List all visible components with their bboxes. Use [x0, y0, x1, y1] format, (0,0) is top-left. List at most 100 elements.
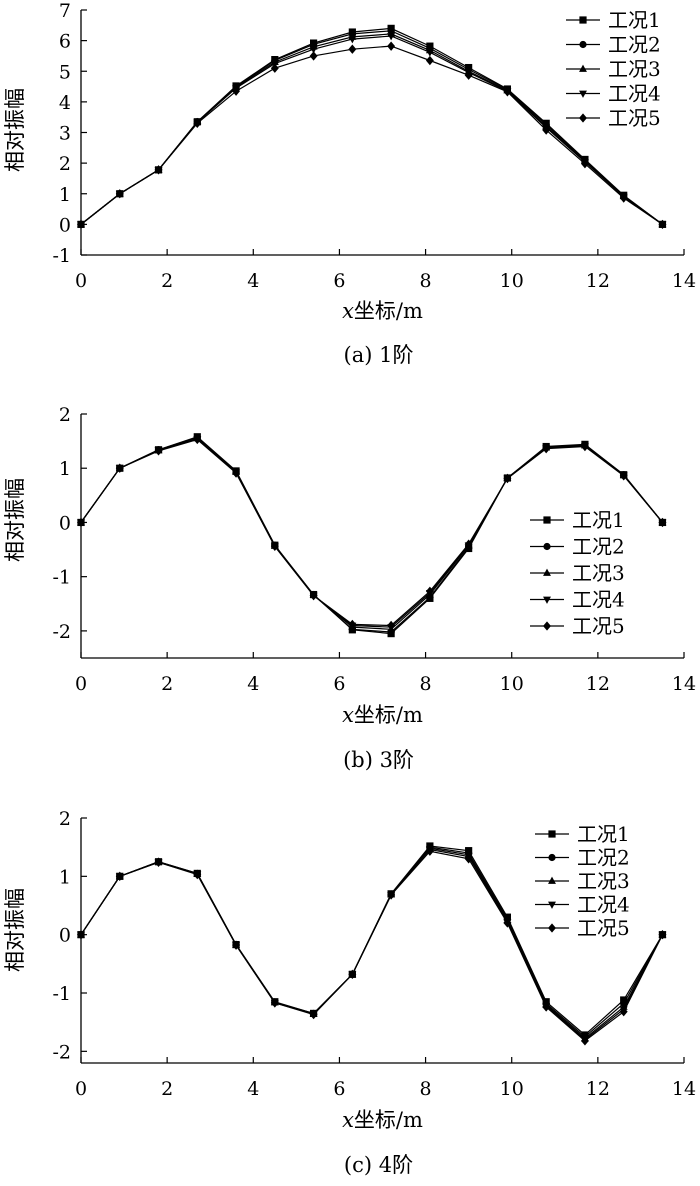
legend-entry-label: 工况5	[577, 916, 630, 940]
x-axis-label-unit: 坐标/m	[354, 703, 423, 727]
x-tick-label: 6	[333, 673, 345, 695]
x-axis-label-variable: x	[342, 1108, 354, 1132]
data-point	[619, 471, 628, 481]
data-point	[387, 620, 396, 631]
legend-marker	[543, 568, 551, 576]
legend-entry-label: 工况5	[608, 106, 661, 130]
data-point	[309, 1009, 318, 1020]
legend-entry-label: 工况2	[608, 33, 661, 57]
data-point	[348, 36, 357, 44]
x-tick-label: 6	[333, 270, 345, 292]
y-tick-label: 0	[59, 925, 71, 947]
chart-caption: (c) 4阶	[344, 1153, 413, 1177]
y-tick-label: 2	[59, 153, 71, 175]
data-point	[193, 869, 202, 880]
data-point	[619, 193, 628, 203]
data-point	[425, 49, 434, 57]
y-tick-label: -1	[52, 983, 71, 1005]
x-tick-label: 14	[672, 673, 696, 695]
y-tick-label: 2	[59, 404, 71, 426]
x-tick-label: 4	[247, 673, 259, 695]
x-tick-label: 2	[161, 270, 173, 292]
x-tick-label: 8	[420, 673, 432, 695]
series-line	[80, 35, 663, 225]
x-axis-label-unit: 坐标/m	[354, 1108, 423, 1132]
legend-entry-label: 工况5	[572, 614, 625, 638]
x-tick-label: 12	[586, 1078, 610, 1100]
x-tick-label: 0	[75, 270, 87, 292]
data-point	[425, 586, 434, 596]
data-point	[464, 70, 473, 80]
series-2	[77, 27, 667, 228]
legend-marker	[548, 876, 556, 884]
data-point	[658, 517, 667, 528]
x-axis-label-variable: x	[342, 299, 354, 323]
data-point	[658, 219, 667, 230]
data-point	[309, 46, 318, 54]
x-tick-label: 4	[247, 270, 259, 292]
data-point	[232, 86, 241, 96]
series-line	[80, 847, 664, 1040]
legend-marker	[548, 853, 556, 862]
series-5	[77, 41, 667, 230]
data-point	[348, 969, 357, 980]
legend-entry-label: 工况4	[572, 588, 625, 612]
x-axis-label-variable: x	[342, 703, 354, 727]
legend-entry-label: 工况4	[577, 893, 630, 917]
series-line	[80, 848, 664, 1041]
y-tick-label: 0	[59, 214, 71, 236]
data-point	[77, 219, 85, 230]
y-tick-label: 5	[59, 61, 71, 83]
x-tick-label: 0	[75, 1078, 87, 1100]
series-line	[80, 850, 664, 1042]
x-tick-label: 10	[500, 1078, 524, 1100]
series-3	[77, 29, 667, 228]
series-5	[77, 846, 667, 1046]
y-tick-label: 1	[59, 458, 71, 480]
data-point	[503, 87, 512, 97]
legend-marker	[548, 830, 556, 838]
data-point	[580, 159, 589, 169]
x-tick-label: 12	[586, 673, 610, 695]
data-point	[232, 468, 241, 478]
data-point	[348, 44, 357, 54]
x-axis-label: x坐标/m	[342, 703, 423, 727]
data-point	[232, 940, 241, 950]
x-axis-label-unit: 坐标/m	[354, 299, 423, 323]
data-point	[387, 890, 396, 900]
data-point	[309, 590, 318, 601]
y-tick-label: 4	[59, 92, 71, 114]
data-point	[193, 118, 202, 128]
chart-caption: (a) 1阶	[344, 343, 414, 367]
x-tick-label: 8	[420, 1078, 432, 1100]
legend-entry-label: 工况1	[577, 822, 630, 846]
legend-marker	[579, 16, 587, 24]
data-point	[542, 444, 551, 454]
legend-marker	[548, 901, 556, 909]
y-tick-label: -1	[52, 567, 71, 589]
legend-entry-label: 工况2	[577, 846, 630, 870]
x-tick-label: 0	[75, 673, 87, 695]
y-axis-label: 相对振幅	[3, 888, 27, 972]
data-point	[387, 41, 396, 51]
chart-caption: (b) 3阶	[343, 748, 414, 772]
legend-entry-label: 工况1	[572, 508, 625, 532]
data-point	[658, 929, 667, 940]
x-tick-label: 14	[672, 1078, 696, 1100]
data-point	[77, 929, 85, 940]
legend-marker	[579, 113, 587, 123]
y-tick-label: 1	[59, 866, 71, 888]
data-point	[464, 854, 473, 864]
data-point	[309, 51, 318, 61]
legend-marker	[543, 621, 551, 631]
data-point	[464, 539, 473, 549]
data-point	[154, 165, 163, 175]
x-axis-label: x坐标/m	[342, 299, 423, 323]
legend-marker	[579, 90, 587, 98]
